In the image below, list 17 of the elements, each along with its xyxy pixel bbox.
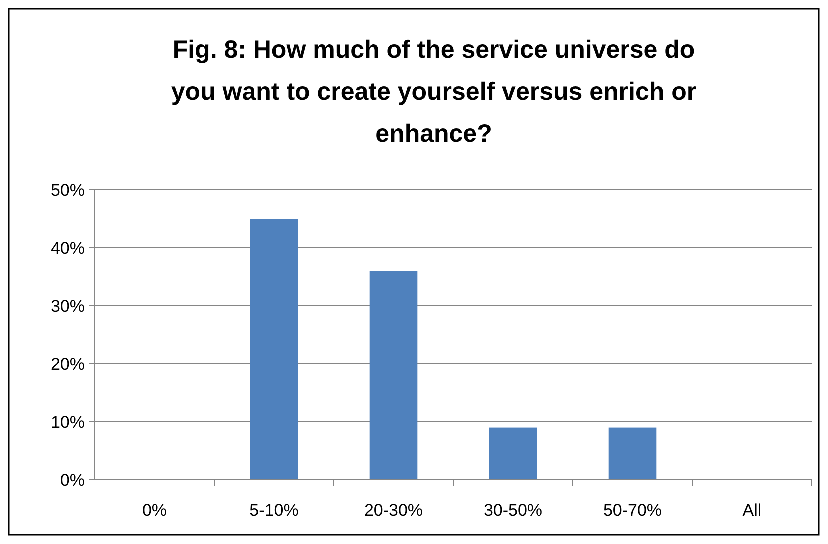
x-tick-label: 50-70%	[603, 501, 662, 520]
bar	[608, 428, 657, 480]
x-tick-label: All	[742, 501, 762, 520]
y-tick-label: 10%	[50, 412, 85, 432]
y-tick-label: 50%	[50, 180, 85, 200]
bar	[370, 271, 418, 480]
x-tick-label: 20-30%	[364, 501, 424, 520]
y-tick-label: 20%	[50, 354, 85, 374]
x-tick-label: 5-10%	[250, 501, 299, 520]
bar	[489, 428, 538, 480]
bar	[250, 219, 298, 480]
chart-title: Fig. 8: How much of the service universe do you want to create yourself versus enrich or enhance?	[171, 36, 697, 148]
y-tick-label: 30%	[50, 296, 85, 316]
x-tick-label: 0%	[142, 501, 168, 520]
y-tick-label: 0%	[60, 470, 85, 490]
x-tick-label: 30-50%	[484, 501, 543, 520]
y-tick-label: 40%	[50, 238, 85, 258]
